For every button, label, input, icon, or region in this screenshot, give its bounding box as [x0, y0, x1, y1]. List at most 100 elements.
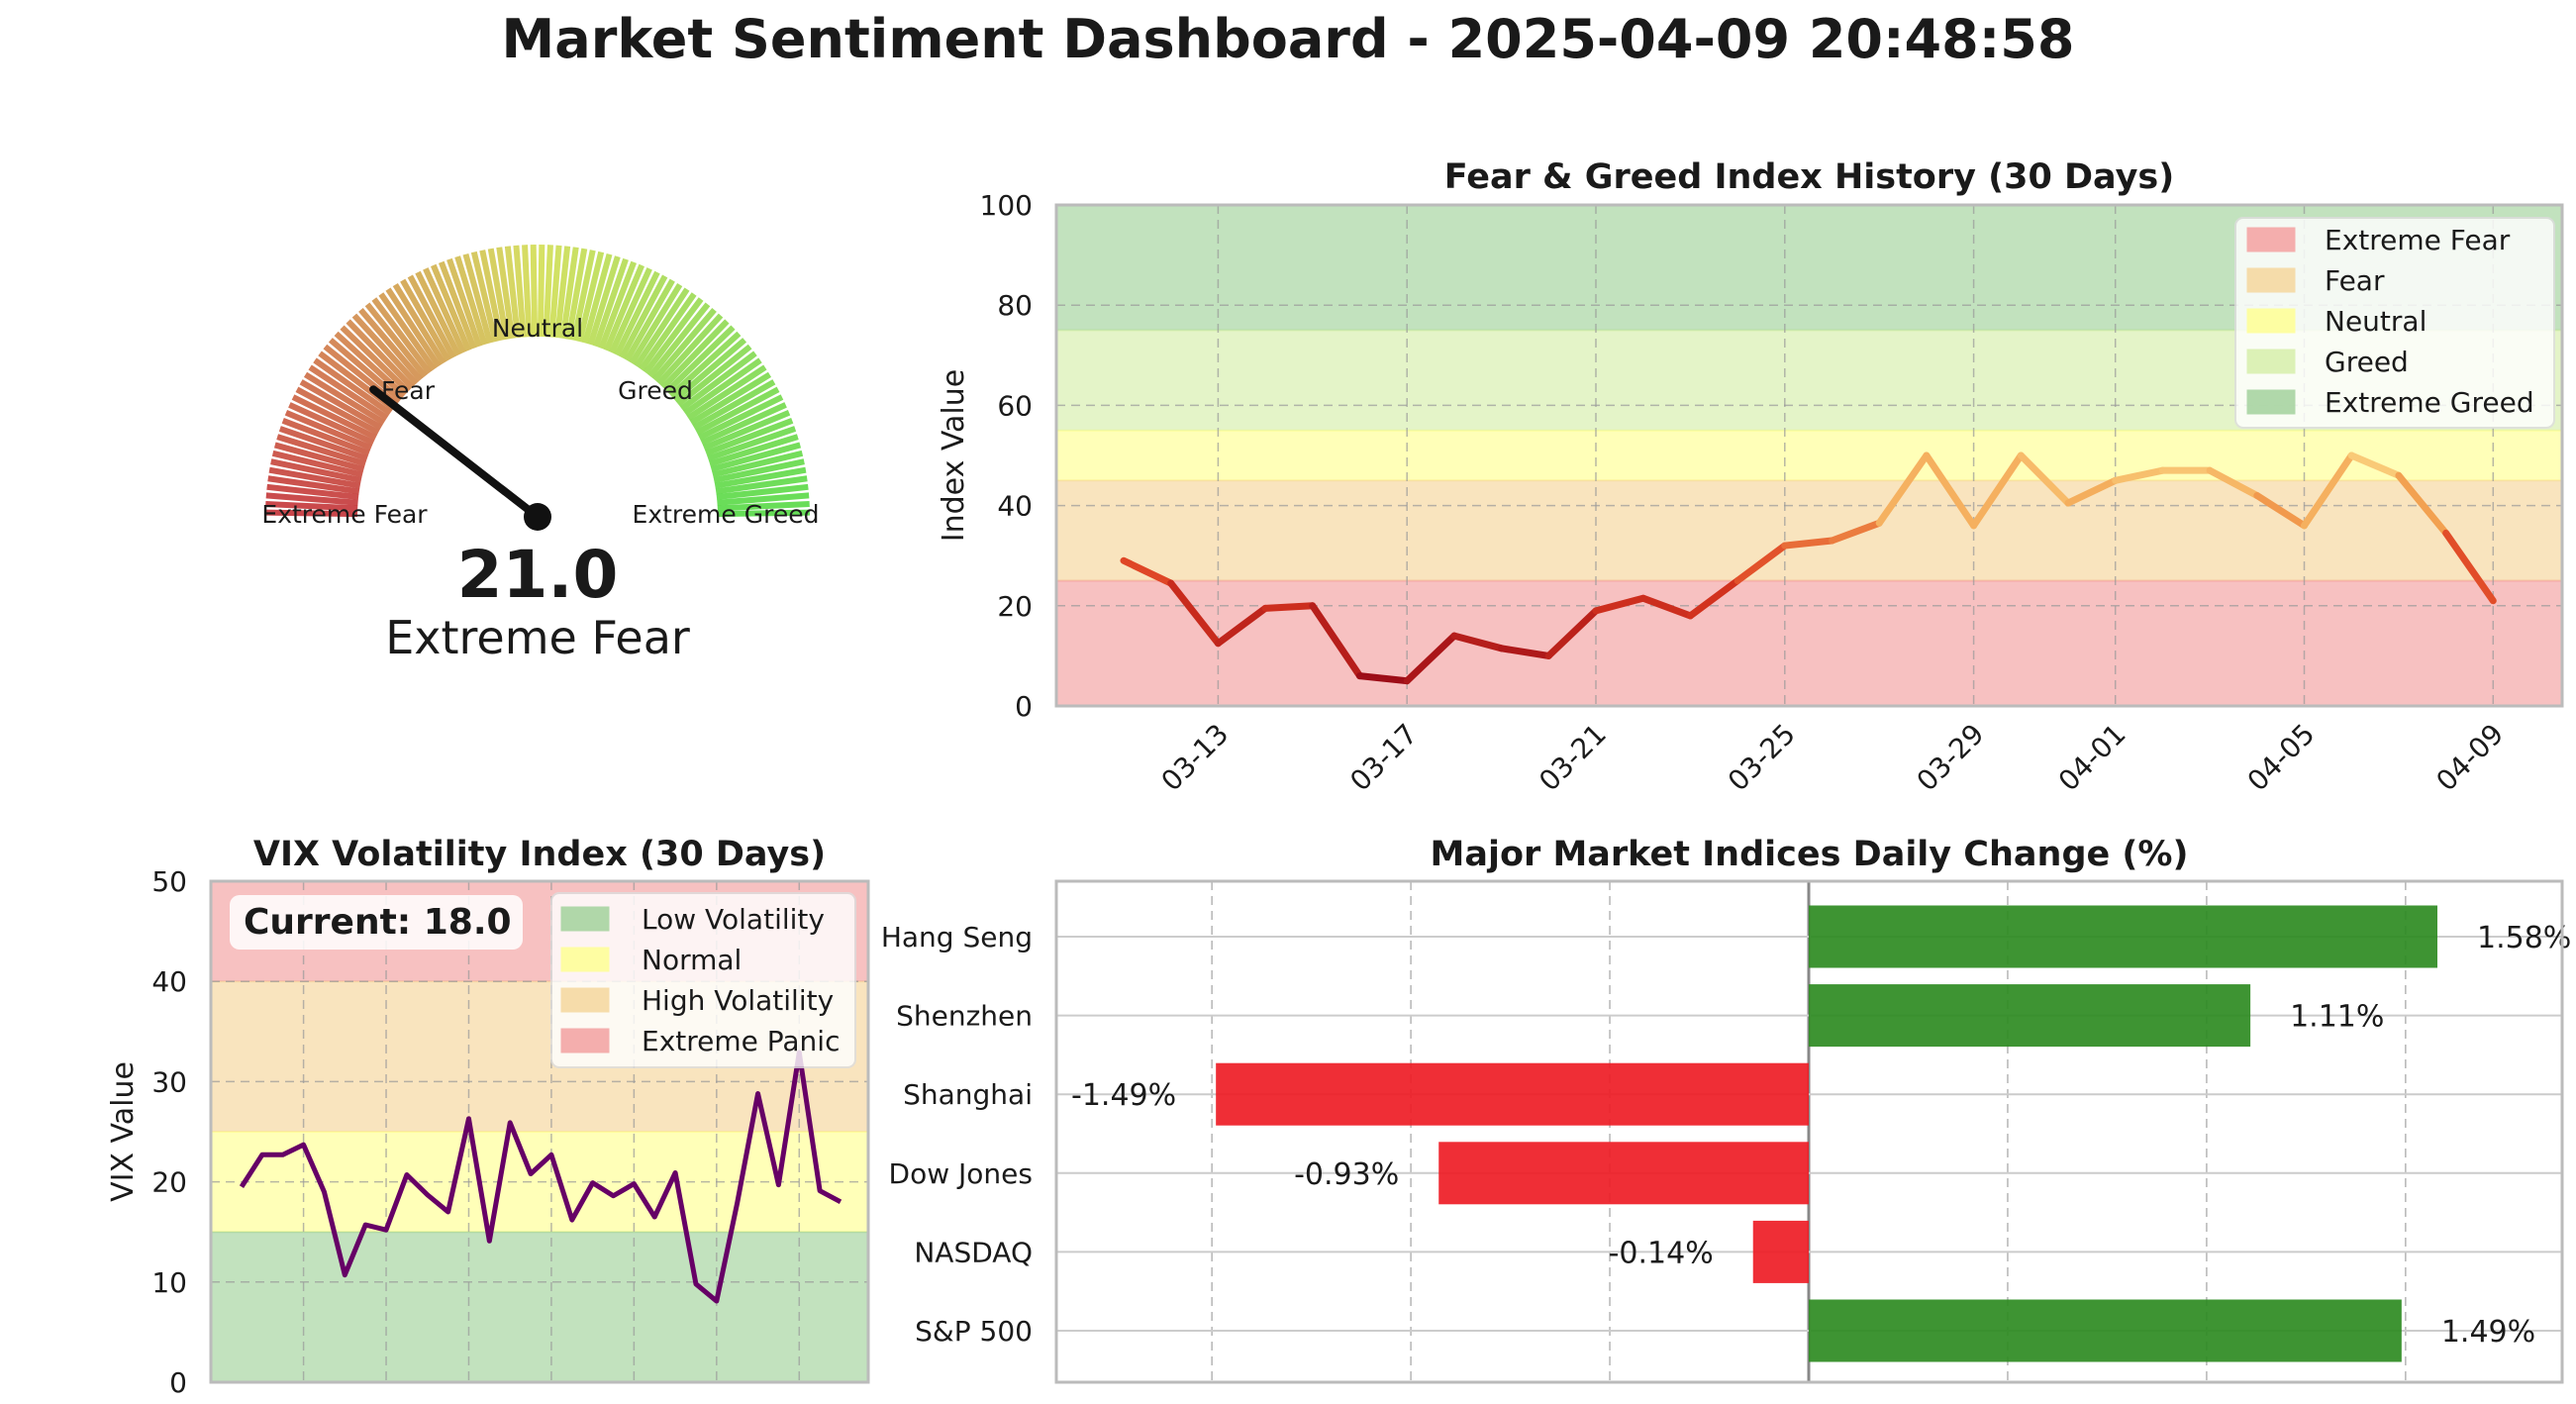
history-segment: [2301, 451, 2355, 530]
gauge-segment: [664, 325, 736, 394]
gauge-segment: [537, 244, 545, 338]
history-segment: [1403, 632, 1458, 685]
bar-shanghai: [1216, 1062, 1809, 1126]
bar-value-label: 1.58%: [2477, 921, 2571, 955]
gauge-segment: [614, 270, 660, 356]
gauge-segment: [299, 379, 383, 431]
category-label: S&P 500: [915, 1315, 1033, 1348]
gauge-segment: [284, 409, 373, 451]
gauge-segment: [288, 402, 375, 446]
history-segment: [1214, 604, 1269, 648]
gauge-segment: [340, 325, 411, 394]
history-segment: [2206, 466, 2261, 499]
gauge-label: Extreme Fear: [385, 611, 690, 664]
bar-value-label: -0.93%: [1294, 1157, 1399, 1192]
history-y-axis-label: Index Value: [937, 369, 971, 543]
gauge-segment: [371, 297, 433, 375]
gauge-segment: [415, 270, 461, 356]
x-tick-label: 04-05: [2241, 718, 2322, 798]
gauge-segment: [265, 492, 358, 506]
legend-swatch: [2246, 267, 2296, 293]
gauge-segment: [656, 313, 724, 386]
legend-label: Fear: [2325, 264, 2385, 297]
y-tick-label: 40: [151, 965, 187, 998]
plot-frame: [1054, 879, 2564, 1384]
legend-box: [550, 892, 856, 1068]
gauge-segment: [707, 426, 797, 461]
gauge-segment: [313, 357, 392, 416]
history-segment: [2442, 529, 2497, 605]
gauge-segment: [710, 442, 802, 472]
bar-s-p-500: [1809, 1299, 2402, 1362]
bar-value-label: 1.11%: [2290, 1000, 2384, 1035]
legend-label: High Volatility: [642, 984, 834, 1017]
gauge-segment: [679, 351, 757, 412]
current-box: [230, 895, 523, 950]
gauge-segment: [593, 257, 629, 348]
gauge-zone-label: Greed: [618, 376, 693, 405]
history-segment: [2395, 471, 2450, 537]
gauge-segment: [430, 263, 472, 352]
current-annotation: Current: 18.0: [244, 902, 512, 943]
bar-value-label: 1.49%: [2441, 1315, 2535, 1350]
band-low-volatility: [211, 1232, 868, 1382]
history-legend: Extreme Fear Fear Neutral Greed Extreme Gree…: [2234, 217, 2555, 429]
history-segment: [1781, 537, 1835, 550]
y-tick-label: 10: [151, 1266, 187, 1299]
history-segment: [1544, 607, 1600, 659]
vix-title: VIX Volatility Index (30 Days): [253, 835, 826, 874]
gauge-segment: [438, 260, 477, 350]
bar-dow-jones: [1438, 1142, 1809, 1205]
gauge-segment: [462, 252, 493, 345]
gauge-segment: [513, 245, 527, 338]
history-segment: [1829, 519, 1883, 545]
gauge-segment: [712, 450, 804, 478]
bar-hang-seng: [1809, 905, 2437, 968]
history-segment: [1167, 579, 1222, 648]
gauge-segment: [351, 313, 419, 386]
gauge-segment: [295, 386, 380, 436]
gauge-segment: [651, 307, 717, 382]
gauge-segment: [576, 251, 605, 343]
gauge-segment: [570, 250, 596, 342]
gauge-segment: [709, 434, 799, 467]
market-indices-chart: Hang Seng 1.58% Shenzhen 1.11% Shanghai -1.49…: [881, 835, 2571, 1384]
fear-greed-history-chart: 0 20 40 60 80 100 03-13 03-17 03-21 03-25 03-29 04-…: [937, 157, 2564, 798]
band-neutral: [1056, 430, 2562, 481]
gauge-segment: [713, 458, 805, 484]
gauge-segment: [716, 483, 809, 501]
gauge-segment: [266, 483, 359, 501]
gauge-segment: [695, 386, 780, 436]
gauge-segment: [278, 426, 368, 461]
history-segment: [2253, 491, 2308, 530]
bar-value-label: -0.14%: [1609, 1236, 1714, 1270]
legend-label: Neutral: [2325, 305, 2427, 338]
history-title: Fear & Greed Index History (30 Days): [1444, 157, 2174, 197]
category-label: Hang Seng: [881, 921, 1033, 953]
y-tick-label: 0: [1015, 690, 1033, 723]
bar-shenzhen: [1809, 984, 2251, 1048]
gauge-segment: [346, 319, 415, 390]
gauge-segment: [522, 245, 533, 338]
plot-frame: [1054, 203, 2564, 708]
gauge-segment: [276, 434, 366, 467]
category-label: Shanghai: [903, 1078, 1033, 1111]
history-segment: [1120, 556, 1175, 587]
legend-swatch: [2246, 227, 2296, 252]
history-segment: [1309, 602, 1363, 680]
gauge-segment: [686, 364, 767, 421]
gauge-segment: [273, 442, 365, 472]
gauge-segment: [676, 344, 752, 407]
gauge-segment: [643, 297, 704, 375]
band-extreme-fear: [1056, 580, 2562, 706]
gauge-value: 21.0: [457, 537, 619, 613]
gauge-segment: [548, 245, 562, 338]
gauge-segment: [714, 466, 807, 489]
vix-chart: 0 10 20 30 40 50 VIX Volatility Index (30 Days…: [106, 835, 870, 1399]
gauge-segment: [647, 302, 711, 378]
history-segment: [1261, 602, 1317, 612]
legend-swatch: [560, 987, 610, 1013]
vix-line: [239, 1050, 842, 1304]
legend-label: Extreme Fear: [2325, 224, 2511, 256]
